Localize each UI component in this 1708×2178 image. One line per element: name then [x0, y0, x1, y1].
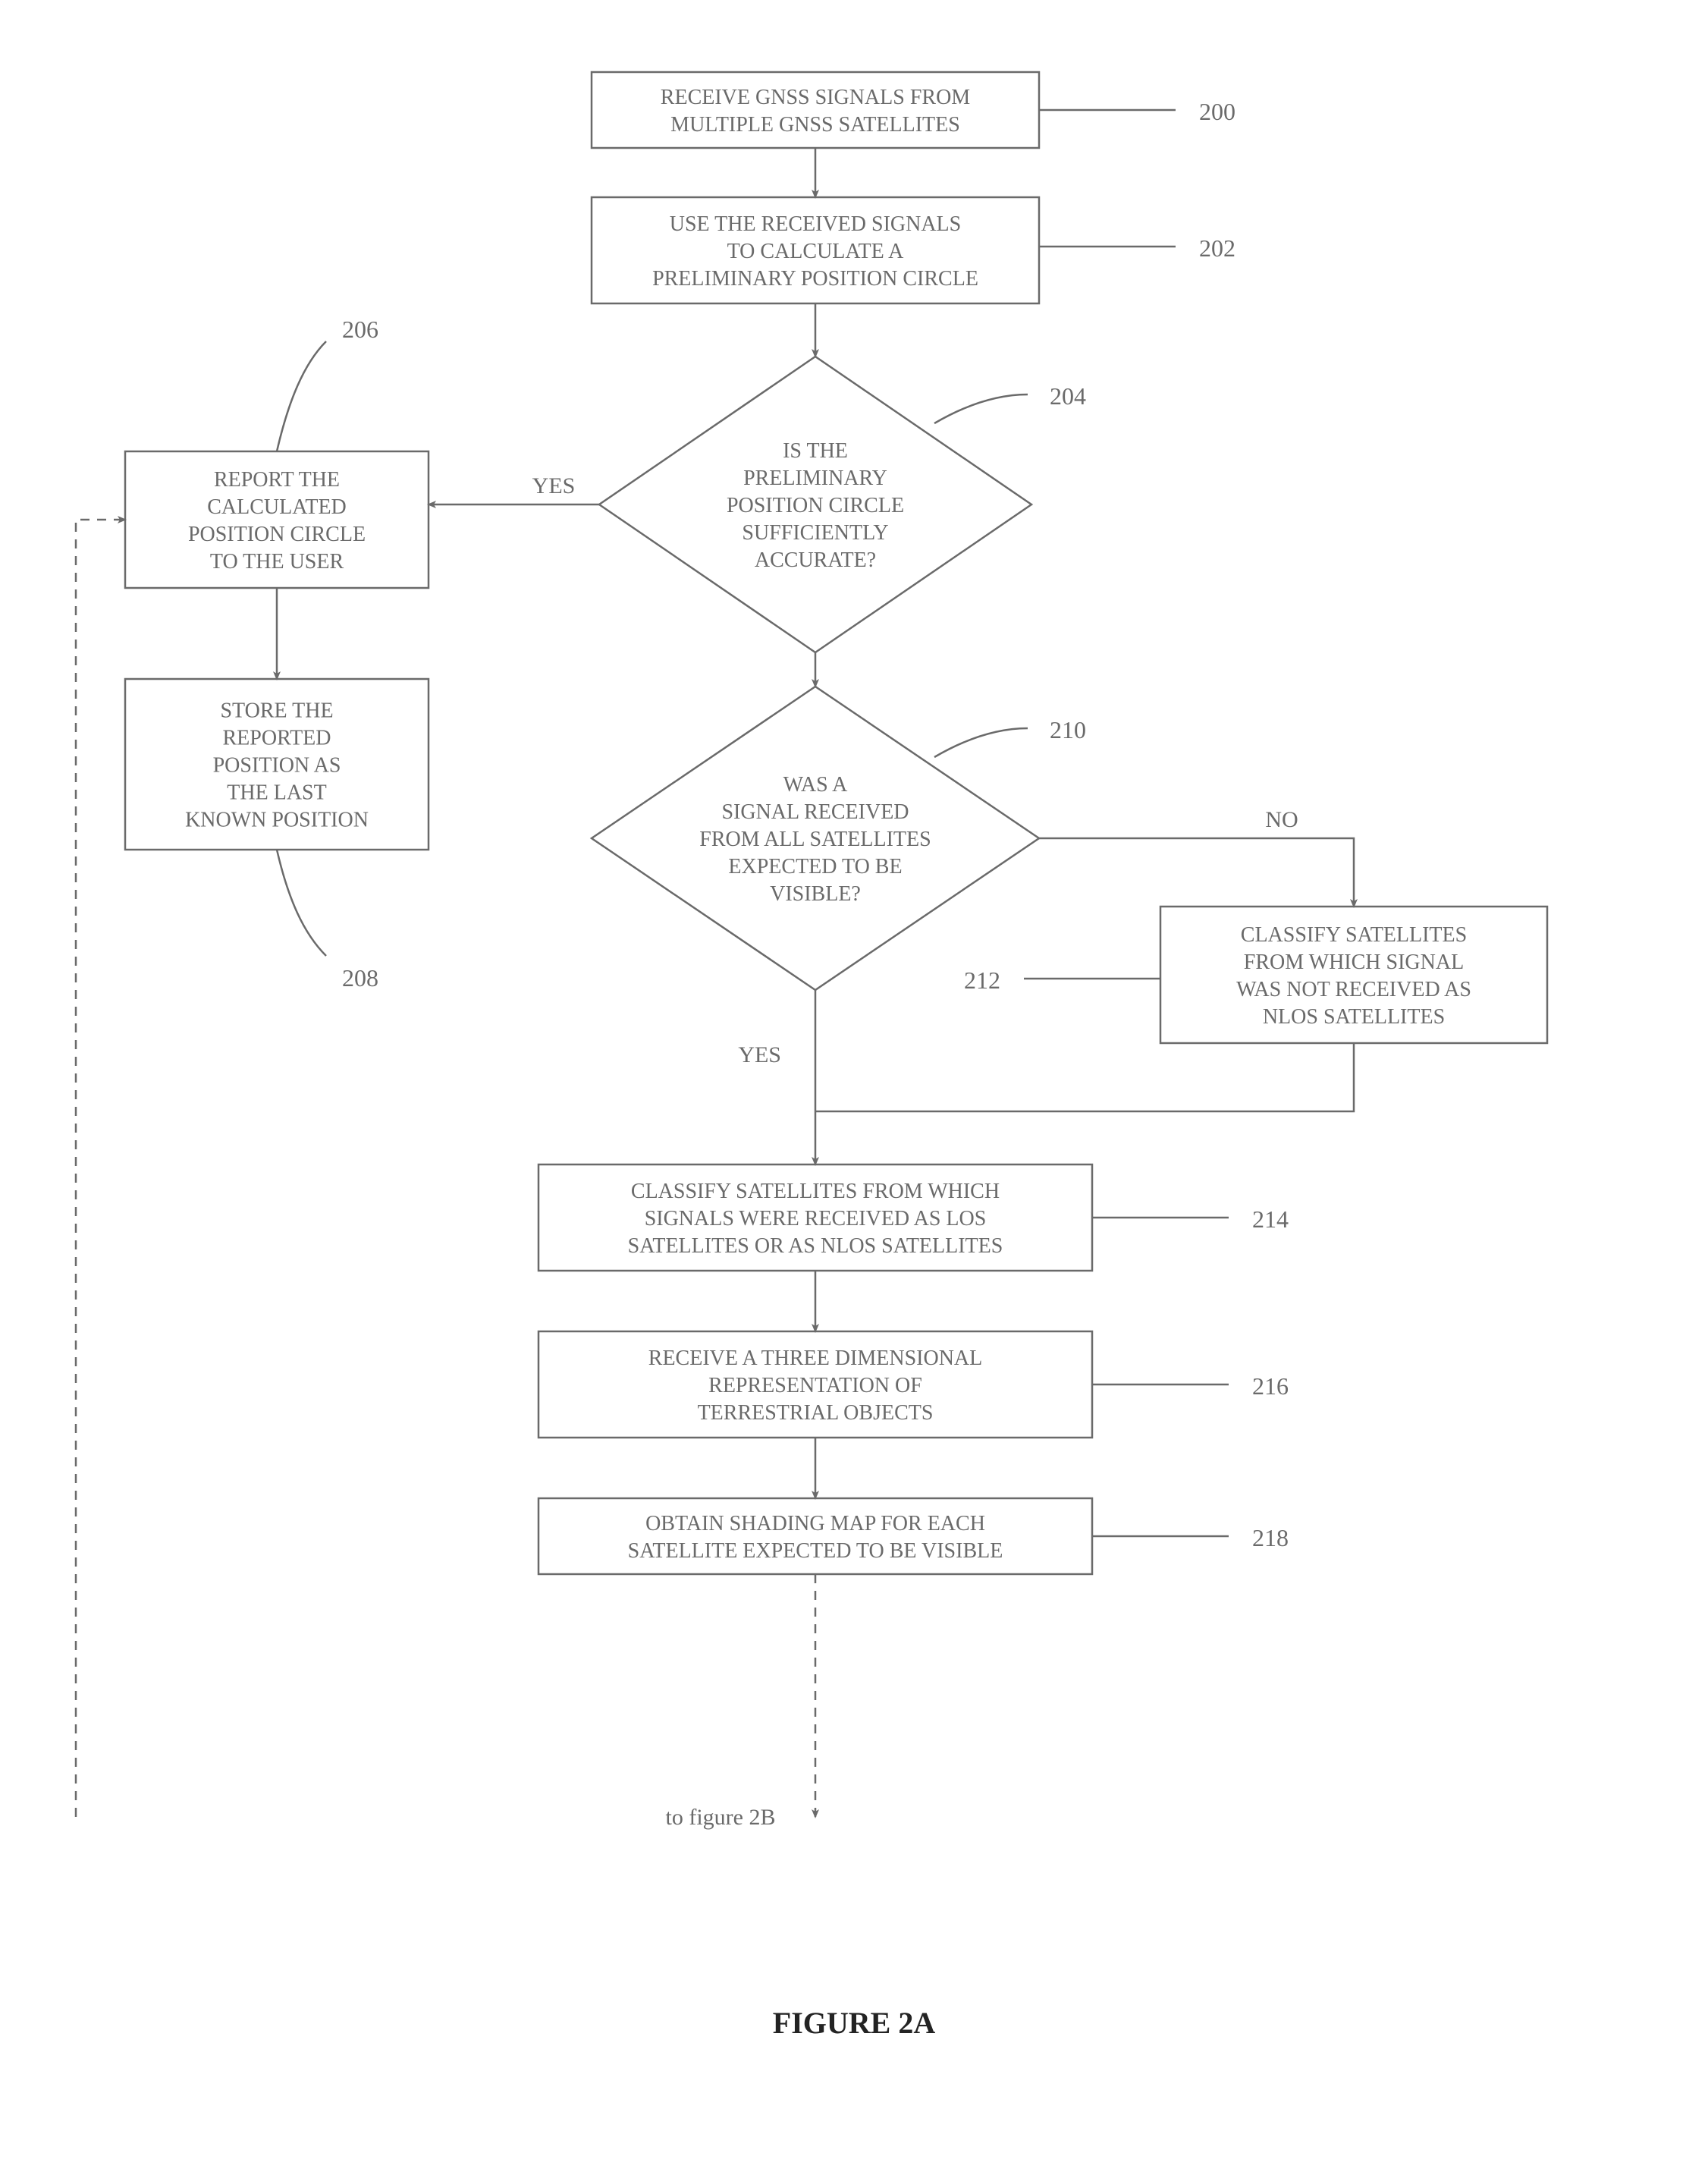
edge-5 [1039, 838, 1354, 907]
svg-text:FROM ALL SATELLITES: FROM ALL SATELLITES [699, 828, 931, 851]
svg-text:IS THE: IS THE [783, 439, 848, 463]
svg-text:REPORT THE: REPORT THE [214, 468, 340, 492]
edge-7 [815, 1043, 1354, 1111]
svg-text:OBTAIN SHADING MAP FOR EACH: OBTAIN SHADING MAP FOR EACH [645, 1512, 985, 1535]
svg-text:EXPECTED TO BE: EXPECTED TO BE [728, 855, 902, 878]
ref-n200: 200 [1199, 98, 1235, 125]
svg-text:POSITION AS: POSITION AS [213, 754, 341, 778]
svg-text:CLASSIFY SATELLITES FROM WHICH: CLASSIFY SATELLITES FROM WHICH [631, 1180, 1000, 1203]
node-n210: WAS A SIGNAL RECEIVED FROM ALL SATELLITES E… [592, 687, 1039, 990]
ref-n210: 210 [1050, 716, 1086, 743]
ref-n208: 208 [342, 964, 378, 992]
edges-layer: YES NO YES [76, 148, 1354, 1817]
svg-text:POSITION CIRCLE: POSITION CIRCLE [727, 494, 904, 517]
continuation-text: to figure 2B [666, 1805, 776, 1830]
node-n212: CLASSIFY SATELLITES FROM WHICH SIGNAL WAS … [1160, 907, 1547, 1043]
node-n218: OBTAIN SHADING MAP FOR EACH SATELLITE EXP… [538, 1498, 1092, 1574]
node-n202: USE THE RECEIVED SIGNALS TO CALCULATE A PR… [592, 197, 1039, 303]
svg-text:MULTIPLE GNSS SATELLITES: MULTIPLE GNSS SATELLITES [670, 113, 960, 137]
node-n206: REPORT THE CALCULATED POSITION CIRCLE TO TH… [125, 451, 429, 588]
edge-label-2: YES [532, 473, 576, 498]
svg-text:PRELIMINARY POSITION CIRCLE: PRELIMINARY POSITION CIRCLE [652, 267, 978, 291]
svg-text:KNOWN POSITION: KNOWN POSITION [185, 809, 369, 832]
leader-n206 [277, 341, 326, 451]
svg-text:ACCURATE?: ACCURATE? [755, 548, 876, 572]
figure-title: FIGURE 2A [773, 2006, 936, 2040]
ref-n204: 204 [1050, 382, 1086, 410]
svg-text:CALCULATED: CALCULATED [207, 495, 347, 519]
svg-text:POSITION CIRCLE: POSITION CIRCLE [188, 523, 366, 546]
node-n208: STORE THE REPORTED POSITION AS THE LAST KNOW… [125, 679, 429, 850]
svg-text:FROM WHICH SIGNAL: FROM WHICH SIGNAL [1244, 951, 1464, 974]
svg-text:REPORTED: REPORTED [223, 727, 331, 750]
ref-n212: 212 [964, 966, 1000, 994]
node-n214: CLASSIFY SATELLITES FROM WHICH SIGNALS WE… [538, 1164, 1092, 1271]
svg-text:NLOS SATELLITES: NLOS SATELLITES [1263, 1005, 1445, 1029]
svg-text:STORE THE: STORE THE [220, 699, 333, 723]
leader-n204 [934, 394, 1028, 423]
node-n216: RECEIVE A THREE DIMENSIONAL REPRESENTATIO… [538, 1331, 1092, 1438]
svg-text:PRELIMINARY: PRELIMINARY [743, 467, 887, 490]
svg-text:SATELLITES OR AS NLOS SATELLIT: SATELLITES OR AS NLOS SATELLITES [628, 1234, 1003, 1258]
flowchart-canvas: YES NO YES RECEIVE GNSS SIGNALS FROM MULTIP… [0, 0, 1708, 2178]
svg-text:SATELLITE EXPECTED TO BE VISIB: SATELLITE EXPECTED TO BE VISIBLE [628, 1539, 1003, 1563]
edge-12 [76, 520, 125, 1817]
svg-text:TO THE USER: TO THE USER [210, 550, 344, 574]
ref-n218: 218 [1252, 1524, 1289, 1551]
ref-n216: 216 [1252, 1372, 1289, 1400]
edge-label-6: YES [738, 1042, 781, 1067]
svg-text:CLASSIFY SATELLITES: CLASSIFY SATELLITES [1241, 923, 1467, 947]
leader-n210 [934, 728, 1028, 757]
leader-n208 [277, 850, 326, 956]
svg-text:WAS NOT RECEIVED AS: WAS NOT RECEIVED AS [1236, 978, 1471, 1001]
svg-text:SIGNALS WERE RECEIVED AS LOS: SIGNALS WERE RECEIVED AS LOS [645, 1207, 987, 1230]
node-n200: RECEIVE GNSS SIGNALS FROM MULTIPLE GNSS S… [592, 72, 1039, 148]
nodes-layer: RECEIVE GNSS SIGNALS FROM MULTIPLE GNSS S… [125, 72, 1547, 1574]
svg-text:SUFFICIENTLY: SUFFICIENTLY [742, 521, 888, 545]
ref-n214: 214 [1252, 1205, 1289, 1233]
svg-text:USE THE RECEIVED SIGNALS: USE THE RECEIVED SIGNALS [670, 212, 961, 236]
node-n204: IS THE PRELIMINARY POSITION CIRCLE SUFFICIE… [599, 357, 1031, 652]
ref-n202: 202 [1199, 234, 1235, 262]
svg-text:VISIBLE?: VISIBLE? [770, 882, 861, 906]
svg-text:SIGNAL RECEIVED: SIGNAL RECEIVED [721, 800, 909, 824]
svg-text:THE LAST: THE LAST [227, 781, 326, 805]
svg-text:REPRESENTATION OF: REPRESENTATION OF [708, 1374, 922, 1397]
svg-text:RECEIVE GNSS SIGNALS FROM: RECEIVE GNSS SIGNALS FROM [661, 86, 970, 109]
svg-text:TERRESTRIAL OBJECTS: TERRESTRIAL OBJECTS [698, 1401, 934, 1425]
svg-text:RECEIVE A THREE DIMENSIONAL: RECEIVE A THREE DIMENSIONAL [648, 1347, 982, 1370]
svg-text:TO CALCULATE A: TO CALCULATE A [727, 240, 905, 263]
edge-label-5: NO [1265, 807, 1298, 832]
svg-text:WAS A: WAS A [783, 773, 849, 797]
ref-n206: 206 [342, 316, 378, 343]
